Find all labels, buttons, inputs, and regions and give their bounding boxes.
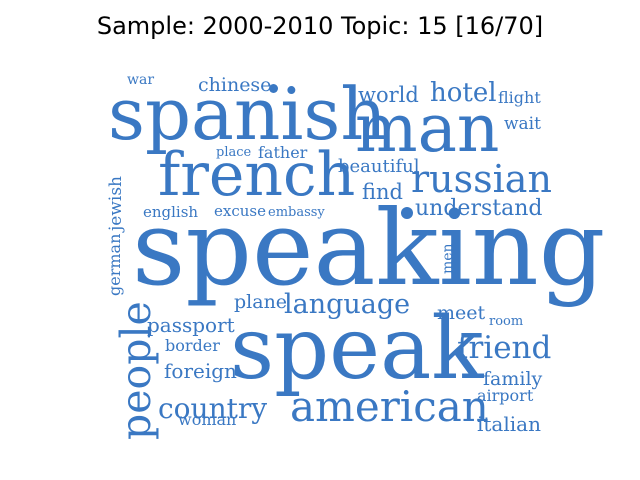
word-find: find	[362, 180, 403, 204]
word-flight: flight	[498, 88, 541, 107]
word-english: english	[143, 203, 199, 221]
word-country: country	[158, 392, 268, 425]
word-embassy: embassy	[268, 205, 325, 220]
word-foreign: foreign	[164, 359, 237, 383]
word-men: men	[440, 243, 456, 274]
word-speaking: speaking	[132, 187, 606, 309]
word-man: man	[355, 90, 500, 167]
figure-title: Sample: 2000-2010 Topic: 15 [16/70]	[96, 12, 544, 40]
word-american: american	[290, 382, 489, 431]
word-place: place	[216, 145, 252, 160]
word-excuse: excuse	[214, 202, 266, 220]
word-border: border	[165, 336, 220, 355]
word-father: father	[258, 143, 308, 162]
word-russian: russian	[411, 157, 552, 201]
word-beautiful: beautiful	[338, 156, 420, 177]
word-french: french	[158, 140, 356, 210]
word-people: people	[112, 301, 160, 440]
word-language: language	[284, 289, 411, 320]
word-friend: friend	[457, 330, 552, 366]
word-world: world	[358, 83, 419, 107]
word-german: german	[105, 233, 124, 296]
word-hotel: hotel	[430, 78, 497, 108]
word-passport: passport	[147, 313, 235, 337]
i-dot-mark	[401, 207, 413, 219]
word-speak: speak	[230, 299, 484, 399]
word-chinese: chinese	[198, 74, 272, 96]
word-understand: understand	[415, 196, 543, 221]
word-plane: plane	[234, 291, 288, 313]
i-dot-mark	[269, 84, 278, 93]
word-italian: italian	[477, 412, 541, 436]
word-spanish: spanish	[108, 72, 387, 156]
word-room: room	[489, 314, 524, 329]
word-war: war	[127, 72, 155, 88]
word-woman: woman	[178, 410, 237, 429]
word-airport: airport	[477, 386, 534, 405]
word-jewish: jewish	[106, 176, 126, 231]
word-family: family	[483, 368, 543, 390]
word-wait: wait	[504, 114, 541, 134]
word-meet: meet	[437, 302, 486, 324]
